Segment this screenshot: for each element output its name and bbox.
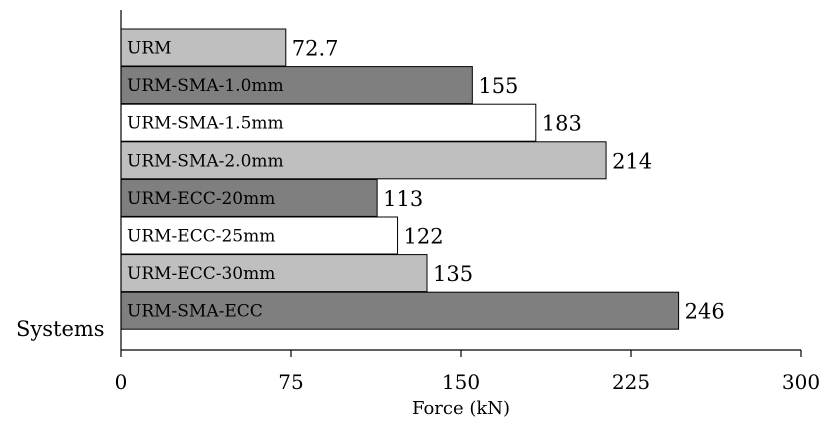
bar-urm-sma-1-5mm (120, 103, 537, 142)
value-labels-group: 72.7 155 183 214 113 122 135 246 (292, 37, 725, 324)
bar-urm (120, 28, 287, 67)
bar-category-label: URM-SMA-2.0mm (127, 151, 284, 171)
bar-value-label: 72.7 (292, 37, 339, 61)
bar-value-label: 122 (404, 225, 444, 249)
x-tick-label: 150 (442, 370, 480, 394)
bar-urm-sma-1-0mm (120, 66, 473, 105)
bar-value-label: 183 (542, 112, 582, 136)
bar-value-label: 214 (612, 149, 652, 173)
bar-category-label: URM-SMA-ECC (127, 302, 263, 322)
x-tick-label: 225 (612, 370, 650, 394)
y-axis-title: Systems (16, 317, 105, 341)
bar-urm-ecc-30mm (120, 254, 428, 293)
x-axis-title: Force (kN) (412, 398, 510, 419)
x-tick-label: 0 (115, 370, 128, 394)
bar-category-label: URM-ECC-20mm (127, 189, 275, 209)
bar-category-label: URM-SMA-1.5mm (127, 114, 284, 134)
bar-category-label: URM-ECC-30mm (127, 264, 275, 284)
bar-urm-ecc-20mm (120, 178, 378, 217)
bar-urm-sma-2-0mm (120, 141, 607, 180)
x-ticks-group: 0 75 150 225 300 (115, 350, 820, 394)
bar-value-label: 135 (433, 262, 473, 286)
x-tick-label: 75 (278, 370, 303, 394)
bar-value-label: 246 (685, 300, 725, 324)
bars-group (120, 28, 680, 330)
x-tick-label: 300 (782, 370, 820, 394)
bar-labels-group: URM URM-SMA-1.0mm URM-SMA-1.5mm URM-SMA-2.0… (127, 39, 284, 322)
bar-category-label: URM-ECC-25mm (127, 227, 275, 247)
bar-category-label: URM-SMA-1.0mm (127, 76, 284, 96)
bar-value-label: 113 (383, 187, 423, 211)
bar-value-label: 155 (478, 74, 518, 98)
bar-category-label: URM (127, 39, 172, 59)
